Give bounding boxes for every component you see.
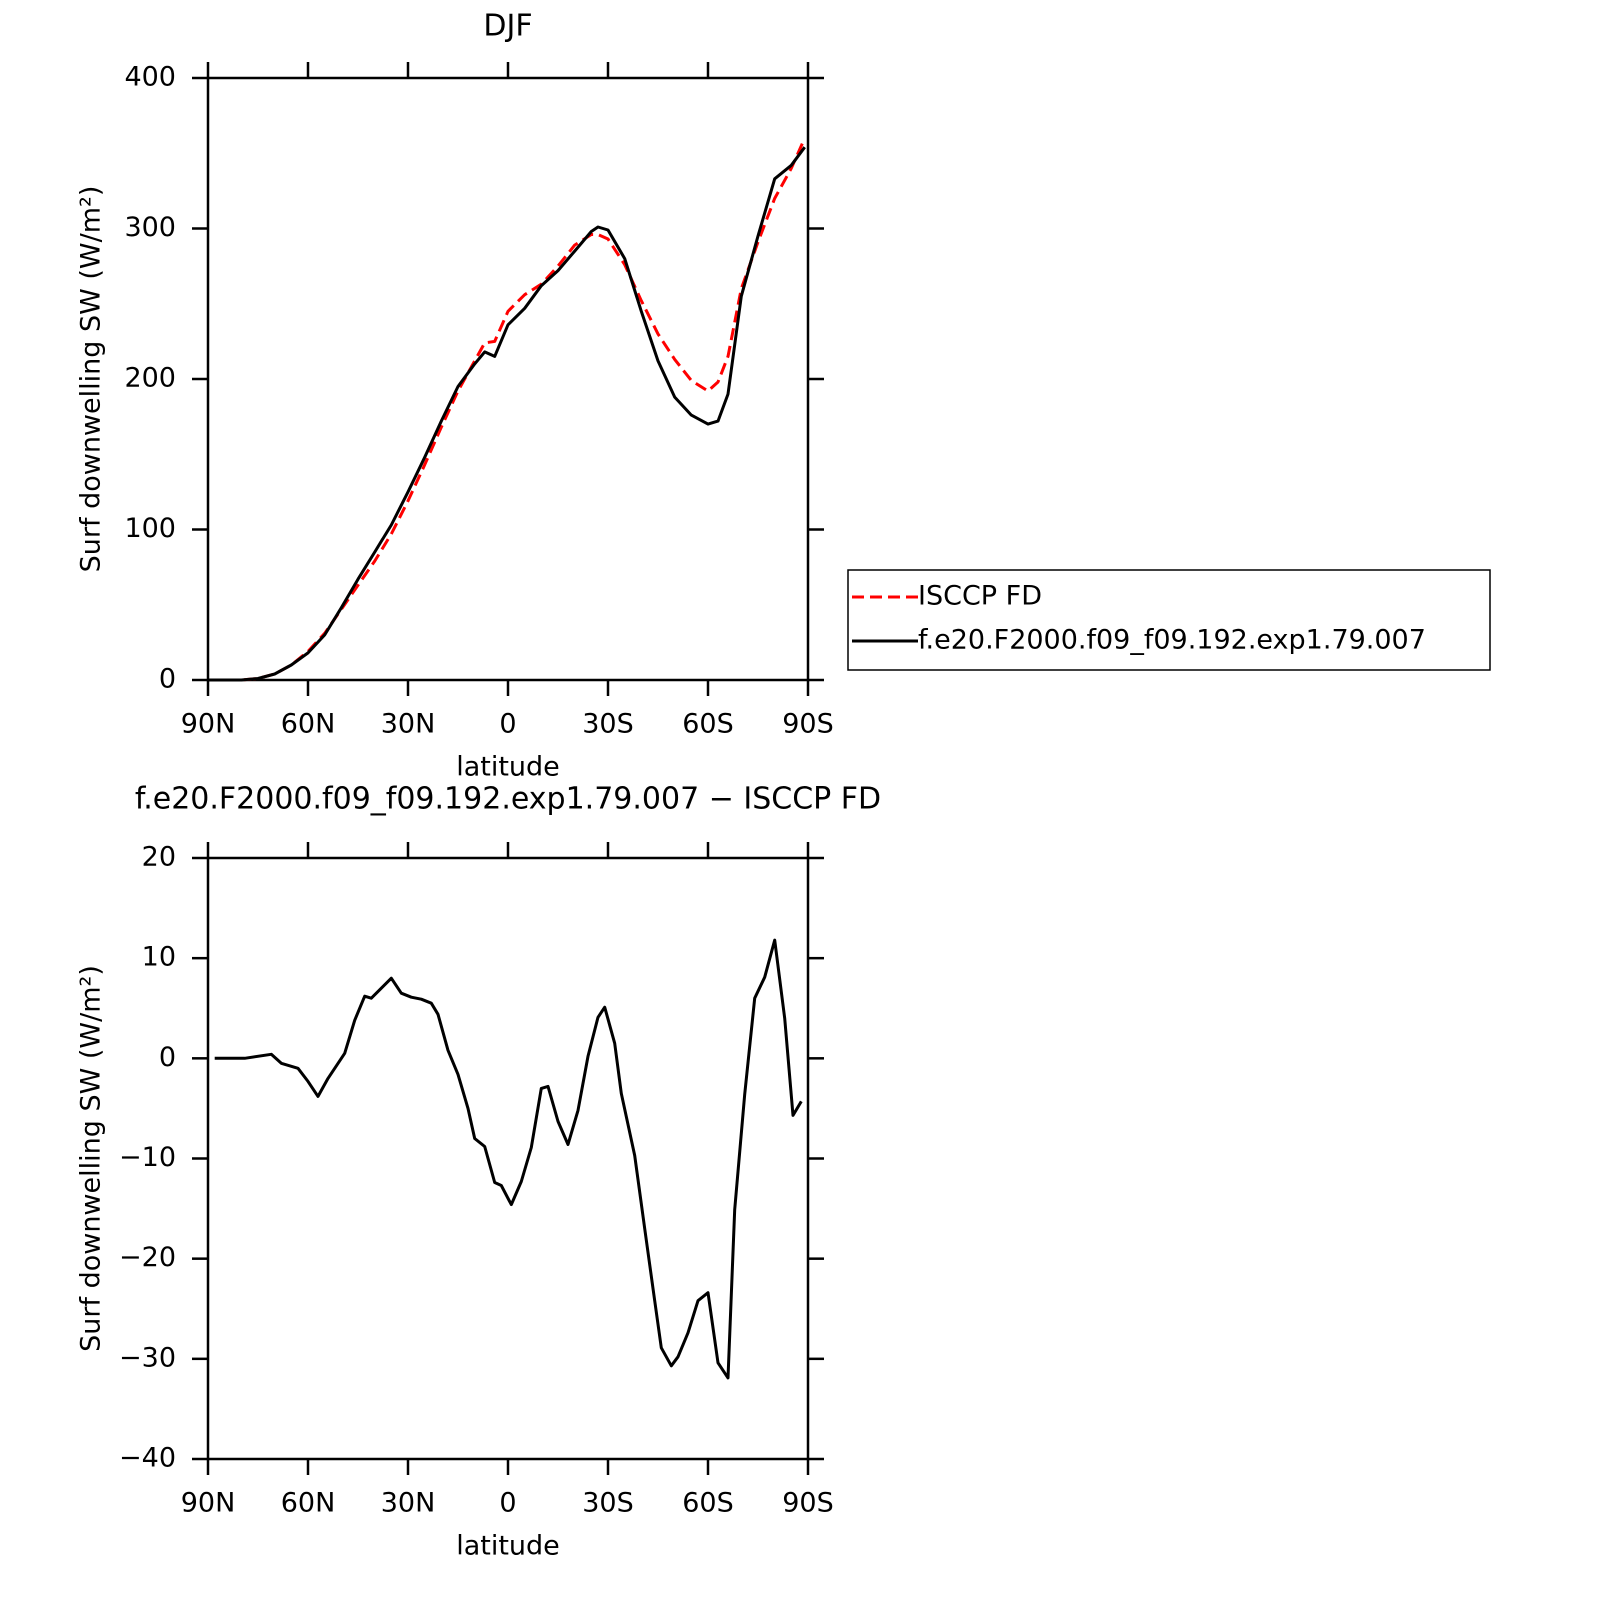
y-tick-label: 300 (124, 212, 176, 243)
x-axis-label: latitude (456, 1531, 560, 1562)
plot-frame (206, 76, 810, 682)
data-line (214, 938, 803, 1380)
x-tick-label: 60S (682, 1488, 734, 1519)
y-tick-label: −10 (119, 1142, 176, 1173)
x-tick-label: 30S (582, 1488, 634, 1519)
y-axis-label: Surf downwelling SW (W/m²) (76, 965, 107, 1352)
y-tick-label: 100 (124, 513, 176, 544)
x-tick-label: 60N (281, 709, 336, 740)
x-tick-label: 0 (499, 1488, 516, 1519)
chart-title: DJF (483, 9, 532, 44)
data-line (208, 137, 807, 682)
y-tick-label: 0 (159, 664, 176, 695)
x-tick-label: 0 (499, 709, 516, 740)
x-tick-label: 30N (381, 709, 436, 740)
x-tick-label: 60S (682, 709, 734, 740)
x-tick-label: 30N (381, 1488, 436, 1519)
x-tick-label: 90N (181, 709, 236, 740)
x-tick-label: 90N (181, 1488, 236, 1519)
y-tick-label: 200 (124, 363, 176, 394)
legend-label: ISCCP FD (918, 581, 1042, 612)
x-axis-label: latitude (456, 752, 560, 783)
y-tick-label: −20 (119, 1242, 176, 1273)
y-axis-label: Surf downwelling SW (W/m²) (76, 186, 107, 573)
legend-box (847, 569, 1491, 671)
x-tick-label: 60N (281, 1488, 336, 1519)
y-tick-label: −40 (119, 1443, 176, 1474)
plot-frame (206, 856, 810, 1461)
y-tick-label: 10 (142, 942, 176, 973)
x-tick-label: 30S (582, 709, 634, 740)
y-tick-label: −30 (119, 1342, 176, 1373)
chart-title: f.e20.F2000.f09_f09.192.exp1.79.007 − IS… (135, 782, 881, 817)
x-tick-label: 90S (782, 709, 834, 740)
y-tick-label: 20 (142, 842, 176, 873)
x-tick-label: 90S (782, 1488, 834, 1519)
y-tick-label: 400 (124, 62, 176, 93)
legend-label: f.e20.F2000.f09_f09.192.exp1.79.007 (918, 625, 1426, 656)
data-line (208, 146, 806, 682)
y-tick-label: 0 (159, 1042, 176, 1073)
